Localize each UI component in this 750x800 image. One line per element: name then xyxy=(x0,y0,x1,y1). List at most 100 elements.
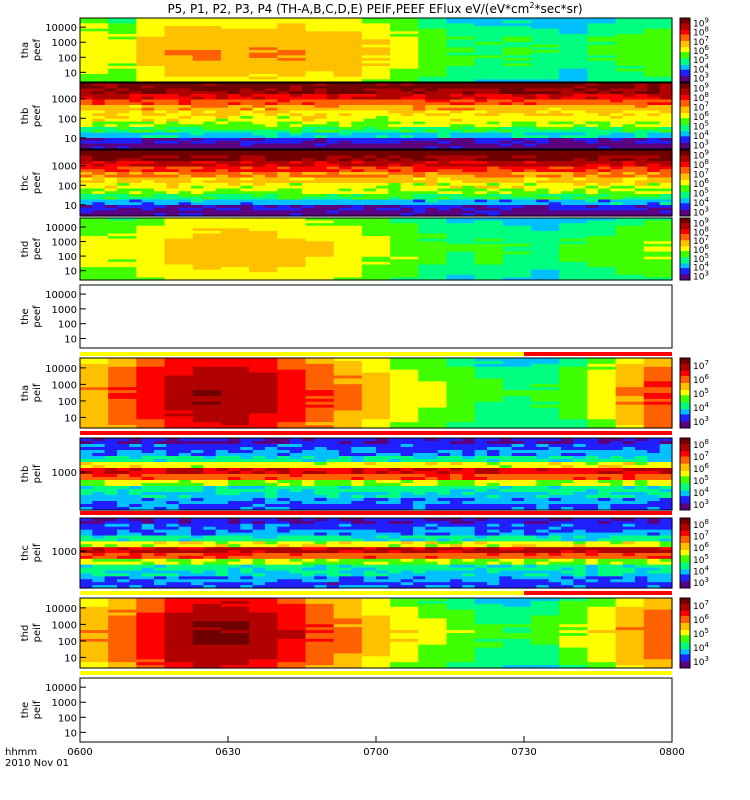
heatmap-cell xyxy=(178,495,192,499)
heatmap-cell xyxy=(117,83,130,87)
heatmap-cell xyxy=(277,118,291,123)
heatmap-cell xyxy=(474,177,488,181)
heatmap-cell xyxy=(277,105,291,109)
heatmap-cell xyxy=(314,196,328,201)
heatmap-cell xyxy=(305,381,335,385)
heatmap-cell xyxy=(548,199,562,203)
heatmap-cell xyxy=(339,85,352,90)
heatmap-cell xyxy=(228,185,241,190)
heatmap-cell xyxy=(136,44,166,48)
heatmap-cell xyxy=(351,456,365,460)
heatmap-cell xyxy=(141,155,155,159)
heatmap-cell xyxy=(192,238,222,242)
heatmap-cell xyxy=(166,459,180,463)
heatmap-cell xyxy=(487,132,500,136)
heatmap-cell xyxy=(610,94,624,98)
heatmap-cell xyxy=(339,486,352,490)
heatmap-cell xyxy=(598,213,611,217)
heatmap-cell xyxy=(388,91,402,95)
heatmap-cell xyxy=(80,113,93,117)
heatmap-cell xyxy=(390,274,419,279)
heatmap-cell xyxy=(487,444,500,448)
heatmap-cell xyxy=(314,143,328,147)
heatmap-cell xyxy=(164,254,194,258)
heatmap-cell xyxy=(635,132,648,136)
heatmap-cell xyxy=(587,360,617,365)
heatmap-cell xyxy=(531,261,560,266)
colorbar-label: 103 xyxy=(693,415,709,428)
heatmap-cell xyxy=(277,177,291,181)
heatmap-cell xyxy=(80,256,109,260)
heatmap-cell xyxy=(289,110,303,114)
heatmap-cell xyxy=(220,254,250,258)
heatmap-cell xyxy=(136,407,166,412)
heatmap-cell xyxy=(203,83,217,87)
heatmap-cell xyxy=(333,261,363,266)
heatmap-cell xyxy=(154,146,167,150)
heatmap-cell xyxy=(252,504,266,508)
heatmap-cell xyxy=(437,96,451,101)
y-tick-label: 10 xyxy=(64,134,77,145)
heatmap-cell xyxy=(277,238,307,242)
heatmap-cell xyxy=(265,177,278,181)
heatmap-cell xyxy=(277,277,307,281)
heatmap-cell xyxy=(228,158,241,162)
heatmap-cell xyxy=(437,132,451,136)
heatmap-cell xyxy=(363,113,377,117)
heatmap-cell xyxy=(265,450,278,454)
heatmap-cell xyxy=(80,390,109,394)
colorbar-segment xyxy=(680,408,690,411)
heatmap-cell xyxy=(92,456,106,460)
heatmap-cell xyxy=(376,213,389,217)
heatmap-cell xyxy=(561,146,574,150)
heatmap-cell xyxy=(437,489,451,493)
heatmap-cell xyxy=(446,254,476,258)
heatmap-cell xyxy=(462,118,476,123)
heatmap-cell xyxy=(215,207,229,212)
heatmap-cell xyxy=(573,196,587,201)
heatmap-cell xyxy=(277,363,307,368)
heatmap-cell xyxy=(351,492,365,496)
heatmap-cell xyxy=(108,230,137,235)
colorbar-segment xyxy=(680,32,690,35)
heatmap-cell xyxy=(249,378,278,382)
colorbar-segment xyxy=(680,21,690,24)
heatmap-cell xyxy=(418,28,448,32)
heatmap-cell xyxy=(363,483,377,487)
heatmap-cell xyxy=(252,102,266,106)
heatmap-cell xyxy=(474,71,504,75)
heatmap-cell xyxy=(333,398,363,403)
heatmap-cell xyxy=(647,146,661,150)
heatmap-cell xyxy=(117,105,130,109)
heatmap-cell xyxy=(240,501,254,505)
heatmap-cell xyxy=(487,213,500,217)
heatmap-cell xyxy=(587,246,617,250)
heatmap-cell xyxy=(314,504,328,508)
heatmap-cell xyxy=(305,413,335,417)
heatmap-cell xyxy=(249,413,278,417)
heatmap-cell xyxy=(117,194,130,198)
heatmap-cell xyxy=(446,366,476,371)
heatmap-cell xyxy=(531,404,560,409)
heatmap-cell xyxy=(659,199,673,203)
heatmap-cell xyxy=(561,169,574,173)
heatmap-cell xyxy=(305,71,335,75)
heatmap-cell xyxy=(647,188,661,192)
heatmap-cell xyxy=(446,236,476,240)
heatmap-cell xyxy=(502,218,532,222)
heatmap-cell xyxy=(136,413,166,417)
heatmap-cell xyxy=(333,31,363,35)
heatmap-cell xyxy=(154,140,167,145)
heatmap-cell xyxy=(425,180,439,184)
heatmap-cell xyxy=(117,140,130,145)
heatmap-cell xyxy=(192,387,222,391)
heatmap-cell xyxy=(647,191,661,195)
heatmap-cell xyxy=(104,185,118,190)
heatmap-cell xyxy=(511,107,525,112)
heatmap-cell xyxy=(559,233,589,237)
heatmap-cell xyxy=(178,150,192,154)
colorbar-segment xyxy=(680,86,690,89)
heatmap-cell xyxy=(141,152,155,157)
heatmap-cell xyxy=(462,196,476,201)
heatmap-cell xyxy=(215,163,229,168)
